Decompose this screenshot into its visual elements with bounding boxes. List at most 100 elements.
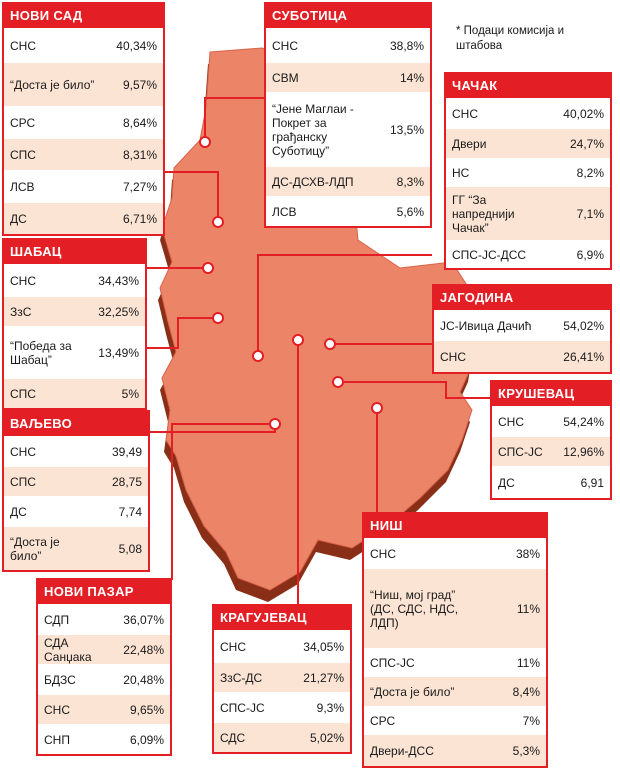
marker-nis [371, 402, 383, 414]
result-row: СНС 54,24% [492, 406, 610, 436]
results-table: ЈС-Ивица Дачић 54,02% СНС 26,41% [434, 310, 610, 372]
vote-percentage: 40,02% [563, 106, 604, 121]
party-name: Двери [452, 136, 487, 151]
party-name: “Доста је било” [10, 534, 60, 563]
result-row: СНС 34,05% [214, 630, 350, 662]
vote-percentage: 7,27% [122, 179, 157, 194]
result-row: ДС 7,74 [4, 496, 148, 526]
result-row: СПС 8,31% [4, 138, 163, 170]
vote-percentage: 40,34% [116, 38, 157, 53]
party-name: Двери-ДСС [370, 743, 434, 758]
city-title: КРАГУЈЕВАЦ [214, 606, 350, 630]
marker-valjevo [212, 312, 224, 324]
party-name: СНС [10, 273, 36, 288]
data-source-note: * Подаци комисија и штабова [456, 25, 565, 52]
vote-percentage: 9,57% [122, 77, 157, 92]
vote-percentage: 20,48% [123, 672, 164, 687]
vote-percentage: 14% [399, 70, 424, 85]
party-name: СНС [44, 702, 70, 717]
vote-percentage: 5,3% [512, 743, 540, 758]
vote-percentage: 13,49% [98, 345, 139, 360]
party-name: СНС [370, 546, 396, 561]
result-row: ЈС-Ивица Дачић 54,02% [434, 310, 610, 340]
city-title: НОВИ САД [4, 4, 163, 28]
party-name: СНС [220, 639, 246, 654]
party-name: БДЗС [44, 672, 76, 687]
party-name: ЛСВ [272, 204, 297, 219]
result-row: “Победа за Шабац” 13,49% [4, 326, 145, 378]
result-row: ДС-ДСХВ-ЛДП 8,3% [266, 166, 430, 196]
marker-novi-pazar [269, 418, 281, 430]
vote-percentage: 8,2% [576, 165, 604, 180]
vote-percentage: 11% [516, 601, 540, 616]
vote-percentage: 24,7% [569, 136, 604, 151]
party-name: СПС [10, 147, 36, 162]
vote-percentage: 32,25% [98, 304, 139, 319]
result-row: ГГ “За напреднији Чачак” 7,1% [446, 186, 610, 240]
vote-percentage: 38% [515, 546, 540, 561]
result-row: СДА Санџака 22,48% [38, 634, 170, 664]
result-row: НС 8,2% [446, 158, 610, 186]
result-row: СПС-ЈС-ДСС 6,9% [446, 240, 610, 268]
vote-percentage: 21,27% [303, 670, 344, 685]
result-row: Двери-ДСС 5,3% [364, 734, 546, 766]
party-name: СНС [440, 349, 466, 364]
party-name: СРС [370, 713, 396, 728]
city-title: ЈАГОДИНА [434, 286, 610, 310]
vote-percentage: 12,96% [563, 444, 604, 459]
party-name: НС [452, 165, 470, 180]
party-name: СПС-ЈС [370, 655, 415, 670]
marker-kragujevac [292, 334, 304, 346]
result-row: Двери 24,7% [446, 128, 610, 158]
party-name: СНС [498, 414, 524, 429]
party-name: СНС [272, 38, 298, 53]
party-name: СДС [220, 730, 246, 745]
party-name: “Јене Маглаи - Покрет за грађанску Субот… [272, 101, 354, 158]
party-name: ЈС-Ивица Дачић [440, 318, 532, 333]
vote-percentage: 7,74 [118, 504, 142, 519]
result-row: “Ниш, мој град” (ДС, СДС, НДС, ЛДП) 11% [364, 568, 546, 648]
result-row: ДС 6,71% [4, 202, 163, 234]
results-table: СНС 38,8% СВМ 14% “Јене Маглаи - Покрет за г… [266, 28, 430, 226]
vote-percentage: 34,43% [98, 273, 139, 288]
result-row: ЗзС 32,25% [4, 296, 145, 326]
result-row: СПС 5% [4, 378, 145, 408]
party-name: СНС [10, 38, 36, 53]
results-table: СНС 40,02% Двери 24,7% НС 8,2% ГГ “За напредни… [446, 98, 610, 268]
result-row: СНС 26,41% [434, 340, 610, 372]
panel-sabac: ШАБАЦ СНС 34,43% ЗзС 32,25% “Победа за Шабац”… [2, 238, 147, 410]
vote-percentage: 8,31% [122, 147, 157, 162]
result-row: ДС 6,91 [492, 466, 610, 498]
result-row: ЛСВ 7,27% [4, 170, 163, 202]
result-row: “Доста је било” 5,08 [4, 526, 148, 570]
party-name: СПС-ЈС [220, 700, 265, 715]
vote-percentage: 6,09% [129, 732, 164, 747]
result-row: СНС 34,43% [4, 264, 145, 296]
result-row: ЗзС-ДС 21,27% [214, 662, 350, 692]
results-table: СНС 39,49 СПС 28,75 ДС 7,74 “Доста је било” 5,0… [4, 436, 148, 570]
panel-novi-pazar: НОВИ ПАЗАР СДП 36,07% СДА Санџака 22,48% БДЗС… [36, 578, 172, 756]
results-table: СНС 34,05% ЗзС-ДС 21,27% СПС-ЈС 9,3% СДС 5,02% [214, 630, 350, 752]
vote-percentage: 39,49 [111, 444, 142, 459]
result-row: “Доста је било” 8,4% [364, 676, 546, 706]
result-row: СНС 9,65% [38, 694, 170, 724]
vote-percentage: 38,8% [389, 38, 424, 53]
party-name: СДП [44, 612, 70, 627]
result-row: “Доста је било” 9,57% [4, 62, 163, 106]
vote-percentage: 9,3% [316, 700, 344, 715]
panel-jagodina: ЈАГОДИНА ЈС-Ивица Дачић 54,02% СНС 26,41% [432, 284, 612, 374]
marker-jagodina [324, 338, 336, 350]
city-title: ШАБАЦ [4, 240, 145, 264]
marker-novi-sad [212, 216, 224, 228]
vote-percentage: 34,05% [303, 639, 344, 654]
party-name: СПС [10, 386, 36, 401]
vote-percentage: 9,65% [129, 702, 164, 717]
result-row: СРС 8,64% [4, 106, 163, 138]
party-name: ЗзС-ДС [220, 670, 263, 685]
party-name: ДС-ДСХВ-ЛДП [272, 174, 354, 189]
vote-percentage: 6,91 [580, 475, 604, 490]
panel-subotica: СУБОТИЦА СНС 38,8% СВМ 14% “Јене Маглаи - Пок… [264, 2, 432, 228]
results-table: СДП 36,07% СДА Санџака 22,48% БДЗС 20,48% СНС 9… [38, 604, 170, 754]
vote-percentage: 7% [522, 713, 540, 728]
result-row: СРС 7% [364, 706, 546, 734]
